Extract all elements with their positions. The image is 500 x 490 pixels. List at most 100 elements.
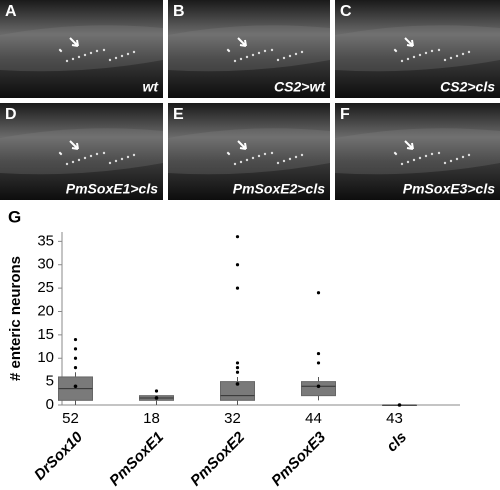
panel-letter: E xyxy=(173,106,184,123)
image-panel: E PmSoxE2>cls xyxy=(168,103,330,200)
speckle xyxy=(294,155,298,159)
panel-letter: D xyxy=(5,106,17,123)
image-panel: F PmSoxE3>cls xyxy=(335,103,500,200)
count-label: 43 xyxy=(386,410,403,427)
count-label: 18 xyxy=(143,410,160,427)
image-panel: C CS2>cls xyxy=(335,0,500,98)
speckle xyxy=(233,162,237,166)
speckle xyxy=(95,49,99,53)
y-axis-label: # enteric neurons xyxy=(7,256,24,381)
speckle xyxy=(102,48,106,52)
speckle xyxy=(406,57,410,61)
speckle xyxy=(270,151,274,155)
speckle xyxy=(126,52,130,56)
speckle xyxy=(430,152,434,156)
speckle xyxy=(257,51,261,55)
mean xyxy=(397,403,402,407)
outlier xyxy=(316,351,321,356)
mean xyxy=(316,384,321,389)
speckle xyxy=(65,59,69,63)
speckle xyxy=(300,50,304,54)
count-label: 44 xyxy=(305,410,322,427)
speckle xyxy=(430,49,434,53)
outlier xyxy=(73,365,78,370)
speckle xyxy=(443,161,447,165)
speckle xyxy=(114,159,118,163)
count-label: 52 xyxy=(62,410,79,427)
speckle xyxy=(263,49,267,53)
x-tick-label: PmSoxE1 xyxy=(106,429,167,490)
panel-letter: C xyxy=(340,3,352,20)
mean xyxy=(235,382,240,386)
arrow xyxy=(237,37,247,47)
speckle xyxy=(412,158,416,162)
micrograph xyxy=(335,0,500,98)
y-tick-label: 0 xyxy=(46,396,54,413)
speckle xyxy=(71,160,75,164)
speckle xyxy=(77,158,81,162)
outlier xyxy=(316,361,321,365)
box-plot: G # enteric neurons 0 5 10 15 20 25 30 35 52DrSox1… xyxy=(7,207,460,490)
mean xyxy=(73,384,78,389)
speckle xyxy=(251,156,255,160)
speckle xyxy=(449,159,453,163)
speckle xyxy=(276,58,280,62)
speckle xyxy=(114,56,118,60)
speckle xyxy=(276,161,280,165)
panel-label: G xyxy=(8,207,21,226)
image-panel: Awt xyxy=(0,0,163,98)
y-tick-label: 15 xyxy=(37,326,54,343)
speckle xyxy=(467,50,471,54)
speckle xyxy=(233,59,237,63)
fish-body xyxy=(335,25,500,72)
fish-body xyxy=(0,25,163,72)
y-tick-label: 35 xyxy=(37,232,54,249)
speckle xyxy=(83,53,87,57)
speckle xyxy=(126,155,130,159)
x-tick-label: PmSoxE3 xyxy=(268,428,329,489)
speckle xyxy=(437,48,441,52)
speckle xyxy=(245,158,249,162)
box xyxy=(301,381,336,397)
outlier xyxy=(235,286,240,290)
x-tick-label: cls xyxy=(383,429,410,456)
outlier xyxy=(73,356,78,360)
y-tick-label: 20 xyxy=(37,302,54,319)
arrow xyxy=(237,140,247,150)
speckle xyxy=(263,152,267,156)
panel-caption: PmSoxE3>cls xyxy=(403,181,495,197)
speckle xyxy=(424,154,428,158)
outlier xyxy=(73,337,78,342)
panel-letter: B xyxy=(173,3,185,20)
arrow xyxy=(404,140,414,150)
panel-caption: PmSoxE2>cls xyxy=(233,181,325,197)
speckle xyxy=(461,52,465,56)
speckle xyxy=(239,57,243,61)
micrograph xyxy=(0,103,163,200)
speckle xyxy=(251,53,255,57)
speckle xyxy=(282,56,286,60)
outlier xyxy=(73,347,78,351)
fish-body xyxy=(168,128,330,175)
speckle xyxy=(89,51,93,55)
x-tick-label: DrSox10 xyxy=(31,428,87,484)
speckle xyxy=(83,156,87,160)
speckle xyxy=(120,157,124,161)
speckle xyxy=(71,57,75,61)
speckle xyxy=(89,154,93,158)
speckle xyxy=(108,58,112,62)
count-label: 32 xyxy=(224,410,241,427)
speckle xyxy=(400,59,404,63)
arrow xyxy=(69,140,79,150)
speckle xyxy=(394,49,398,53)
y-tick-label: 5 xyxy=(46,373,54,390)
speckle xyxy=(443,58,447,62)
speckle xyxy=(227,49,231,53)
panel-letter: A xyxy=(5,3,17,20)
outlier xyxy=(235,361,240,365)
speckle xyxy=(120,54,124,58)
speckle xyxy=(77,55,81,59)
fish-body xyxy=(0,128,163,175)
speckle xyxy=(227,152,231,156)
speckle xyxy=(418,53,422,57)
